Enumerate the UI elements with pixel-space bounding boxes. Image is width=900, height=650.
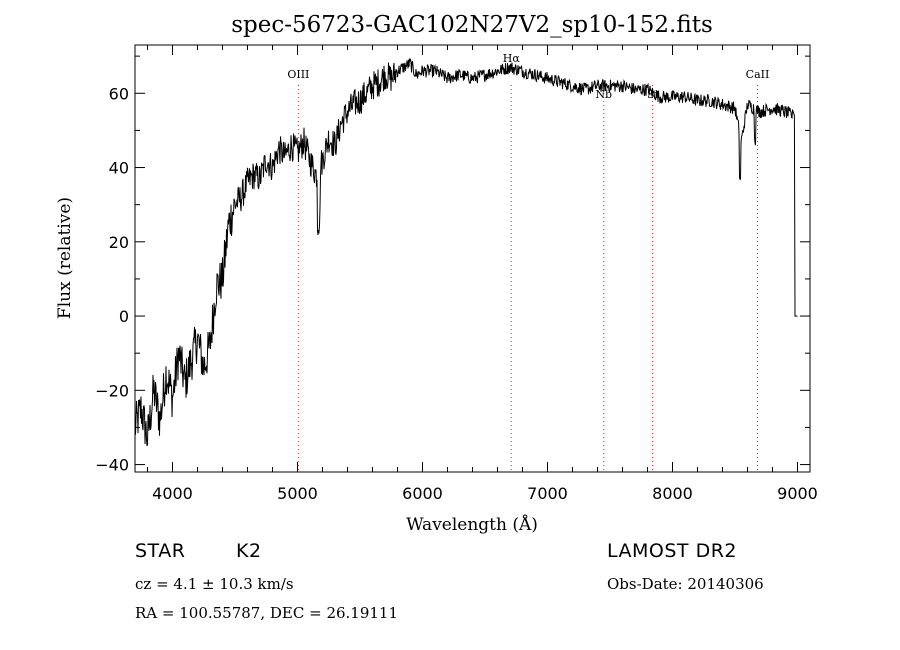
chart-title: spec-56723-GAC102N27V2_sp10-152.fits — [231, 12, 713, 38]
y-tick-label: 40 — [109, 159, 129, 178]
x-tick-label: 8000 — [652, 484, 693, 503]
reference-line-label: OIII — [287, 68, 309, 81]
plot-frame — [134, 44, 811, 473]
reference-line-label: CaII — [746, 68, 770, 81]
y-tick-label: 20 — [109, 233, 129, 252]
y-tick-label: −20 — [95, 381, 129, 400]
reference-lines: OIII Hα Nb Si CaII — [287, 52, 769, 472]
spectrum-line — [134, 58, 798, 447]
reference-line-label: Si — [647, 88, 659, 101]
y-axis-label: Flux (relative) — [55, 197, 75, 319]
x-axis-label: Wavelength (Å) — [406, 514, 538, 535]
object-class: STAR — [135, 540, 186, 562]
reference-line-label: Hα — [503, 52, 521, 65]
object-subclass: K2 — [236, 540, 262, 562]
x-tick-label: 4000 — [152, 484, 193, 503]
observation-date: Obs-Date: 20140306 — [607, 575, 764, 593]
reference-line-label: Nb — [595, 88, 612, 101]
x-tick-label: 6000 — [402, 484, 443, 503]
y-tick-label: 60 — [109, 84, 129, 103]
survey-name: LAMOST DR2 — [607, 540, 737, 562]
redshift-cz: cz = 4.1 ± 10.3 km/s — [135, 575, 294, 593]
y-tick-label: 0 — [119, 307, 129, 326]
x-tick-label: 9000 — [777, 484, 818, 503]
spectrum-chart: spec-56723-GAC102N27V2_sp10-152.fits OII… — [55, 12, 818, 535]
x-tick-label: 5000 — [277, 484, 318, 503]
axes: 4000 5000 6000 7000 8000 9000 −40 −20 0 20 40 60 — [95, 45, 818, 503]
x-tick-label: 7000 — [527, 484, 568, 503]
y-tick-label: −40 — [95, 456, 129, 475]
sky-coordinates: RA = 100.55787, DEC = 26.19111 — [135, 604, 399, 622]
